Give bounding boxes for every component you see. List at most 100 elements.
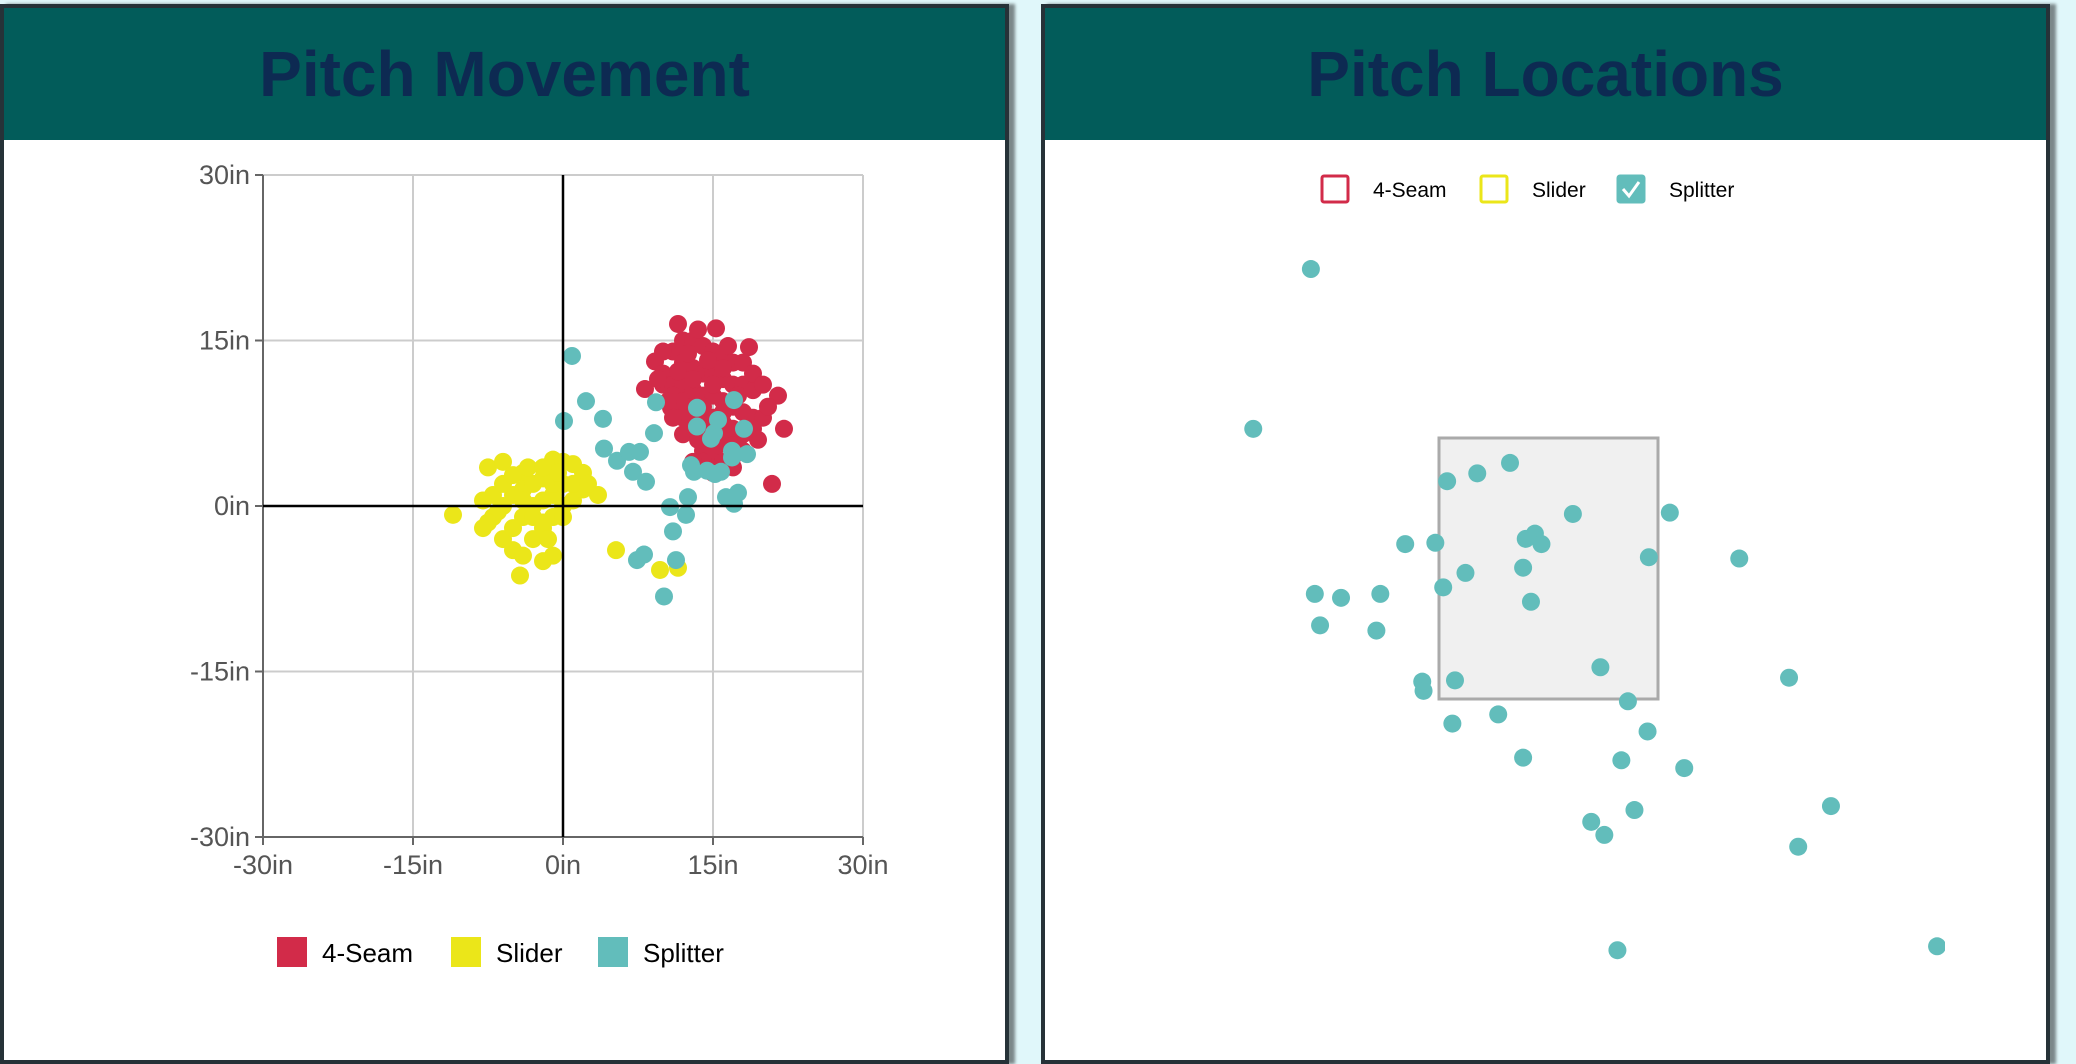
location-point-splitter [1821,797,1840,816]
point-splitter [595,439,613,458]
point-splitter [577,392,595,411]
location-point-splitter [1514,558,1533,577]
pitch-movement-panel: Pitch Movement [0,4,1009,1064]
point-slider [479,513,497,532]
point-4-seam [754,375,772,394]
point-splitter [679,488,697,507]
point-splitter [647,393,665,412]
point-4-seam [674,425,692,444]
point-4-seam [679,344,697,363]
point-4-seam [689,320,707,339]
location-point-splitter [1371,584,1390,603]
locations-legend: 4-Seam Slider Splitter [1320,174,1734,204]
point-slider [539,530,557,549]
point-slider [607,541,625,560]
point-4-seam [669,362,687,381]
location-point-splitter [1414,681,1433,700]
pitch-movement-header: Pitch Movement [4,8,1005,140]
checkbox-label: Splitter [1669,179,1734,202]
x-tick-label: 0in [545,850,581,880]
legend-label: 4-Seam [322,938,413,968]
location-point-splitter [1625,801,1644,820]
location-point-splitter [1730,549,1749,568]
location-point-splitter [1426,533,1445,552]
legend-swatch-slider [451,937,481,967]
point-splitter [729,483,747,502]
location-point-splitter [1305,584,1324,603]
point-4-seam [707,319,725,338]
point-splitter [738,445,756,464]
location-point-splitter [1608,941,1627,960]
point-slider [514,546,532,565]
point-4-seam [654,342,672,361]
point-splitter [563,346,581,365]
location-point-splitter [1367,621,1386,640]
point-4-seam [749,430,767,449]
checkbox-label: 4-Seam [1373,179,1447,202]
point-4-seam [689,430,707,449]
locations-plot: 4-Seam Slider Splitter [1244,174,1945,960]
location-point-splitter [1612,751,1631,770]
x-tick-label: 30in [837,850,888,880]
point-slider [579,474,597,493]
y-tick-label: 15in [199,326,250,356]
filter-checkbox-splitter[interactable]: Splitter [1616,174,1734,204]
point-slider [494,452,512,471]
point-splitter [735,419,753,438]
x-tick-label: 15in [687,850,738,880]
pitch-locations-title: Pitch Locations [1307,38,1784,110]
checkmark-icon [1621,181,1641,199]
location-point-splitter [1928,937,1945,956]
movement-plot: -30in -15in 0in 15in 30in 30in 15in 0in -15in -30… [190,160,889,968]
legend-label: Slider [496,938,563,968]
point-splitter [637,472,655,491]
y-tick-label: 0in [214,491,250,521]
y-tick-label: -15in [190,657,250,687]
point-4-seam [714,359,732,378]
y-tick-label: -30in [190,822,250,852]
point-4-seam [699,351,717,370]
point-splitter [624,462,642,481]
point-4-seam [719,337,737,356]
point-splitter [667,551,685,570]
point-slider [444,505,462,524]
checkbox-box [1320,174,1350,204]
point-splitter [725,391,743,410]
point-4-seam [684,370,702,389]
point-4-seam [759,397,777,416]
point-splitter [688,417,706,436]
location-point-splitter [1434,578,1453,597]
location-point-splitter [1489,705,1508,724]
point-slider [511,566,529,585]
point-4-seam [669,314,687,333]
point-splitter [635,545,653,564]
location-point-splitter [1780,668,1799,687]
point-splitter [645,424,663,443]
point-4-seam [649,370,667,389]
location-point-splitter [1582,812,1601,831]
location-point-splitter [1396,535,1415,554]
location-point-splitter [1514,748,1533,767]
point-splitter [664,522,682,541]
x-tick-label: -30in [233,850,293,880]
legend-swatch-splitter [598,937,628,967]
legend-label: Splitter [643,938,724,968]
location-point-splitter [1443,714,1462,733]
movement-legend: 4-Seam Slider Splitter [277,937,724,968]
location-point-splitter [1521,592,1540,611]
point-splitter [655,587,673,606]
point-4-seam [775,419,793,438]
point-4-seam [704,375,722,394]
location-point-splitter [1563,504,1582,523]
point-4-seam [740,338,758,357]
point-slider [519,458,537,477]
point-splitter [709,410,727,429]
filter-checkbox-4-seam[interactable]: 4-Seam [1320,174,1447,204]
filter-checkbox-slider[interactable]: Slider [1479,174,1586,204]
point-4-seam [664,408,682,427]
point-slider [651,560,669,579]
location-point-splitter [1501,453,1520,472]
point-slider [479,458,497,477]
location-point-splitter [1438,472,1457,491]
